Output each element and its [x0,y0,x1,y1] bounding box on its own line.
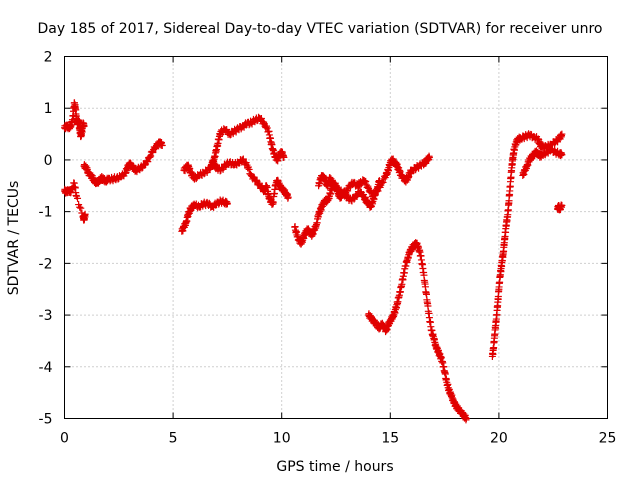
y-tick-label: -5 [39,412,53,428]
x-tick-label: 0 [60,431,69,447]
data-point [206,165,214,173]
data-point [158,141,166,149]
x-tick-label: 25 [599,431,617,447]
data-point [146,153,154,161]
y-tick-label: -1 [39,205,53,221]
y-tick-label: 2 [44,50,53,66]
data-point [378,179,386,187]
y-axis-ticks: -5 -4 -3 -2 -1 0 1 2 [39,50,608,428]
data-point [558,130,566,138]
x-axis-label: GPS time / hours [276,459,393,475]
data-point [360,177,368,185]
data-point [239,155,247,163]
data-point [462,415,470,422]
chart-title: Day 185 of 2017, Sidereal Day-to-day VTE… [38,21,603,37]
grid [64,56,608,419]
data-points [61,99,566,424]
y-tick-label: -2 [39,256,53,272]
data-point [329,178,337,186]
data-point [344,187,352,195]
data-point [80,122,88,130]
x-tick-label: 5 [169,431,178,447]
data-point [280,153,288,161]
data-point [371,191,379,199]
y-tick-label: -4 [39,360,53,376]
data-point [374,187,382,195]
plot-frame [64,56,608,419]
data-point [379,178,387,186]
data-point [245,165,253,173]
y-tick-label: 1 [44,101,53,117]
y-axis-label: SDTVAR / TECUs [6,181,22,296]
data-point [362,177,370,185]
y-tick-label: -3 [39,308,53,324]
x-axis-ticks: 0 5 10 15 20 25 [60,56,617,447]
data-point [223,200,231,208]
y-tick-label: 0 [44,153,53,169]
data-point [244,164,252,172]
x-tick-label: 15 [381,431,399,447]
data-point [260,118,268,126]
x-tick-label: 20 [490,431,508,447]
data-point [81,210,89,218]
data-point [558,151,566,159]
data-point [76,203,84,211]
data-point [284,193,292,201]
data-point [425,153,433,161]
data-point [149,149,157,157]
data-point [341,192,349,200]
data-point [74,194,82,202]
data-point [144,158,152,166]
x-tick-label: 10 [273,431,291,447]
data-point [257,114,265,122]
data-point [558,201,566,209]
data-point [77,204,85,212]
